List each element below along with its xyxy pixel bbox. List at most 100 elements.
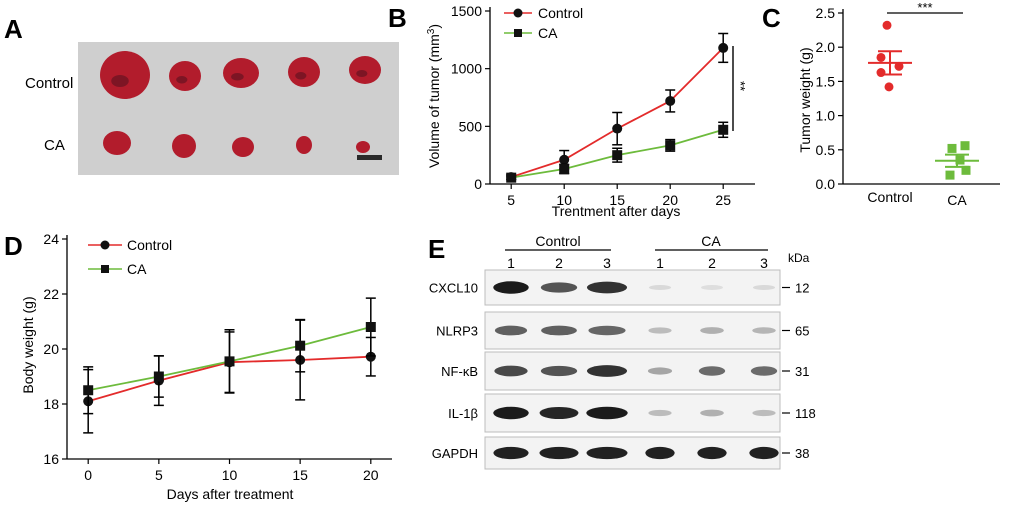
blot-strip	[484, 436, 781, 470]
chart-d: 16 18 20 22 24 0 5 10 15 20	[43, 231, 392, 483]
tumor-shading	[176, 76, 188, 84]
lane-number: 3	[603, 255, 611, 271]
blot-band	[493, 406, 529, 420]
blot-label: GAPDH	[432, 446, 478, 461]
x-tick-label: 15	[292, 467, 308, 483]
group-label-control: Control	[535, 233, 580, 249]
panel-label-c: C	[762, 3, 781, 33]
data-point-control	[665, 95, 676, 106]
lane-number: 1	[656, 255, 664, 271]
row-label-control: Control	[25, 75, 73, 92]
blot-band	[700, 327, 724, 334]
data-point-ca	[960, 141, 970, 151]
blot-band	[648, 409, 672, 417]
panel-label-b: B	[388, 3, 407, 33]
blot-band	[647, 367, 673, 375]
y-tick-label: 1.5	[816, 73, 836, 89]
data-point-control	[882, 20, 892, 30]
kda-marker: 31	[795, 364, 809, 379]
significance-label: **	[733, 81, 748, 91]
x-tick-label: 5	[155, 467, 163, 483]
blot-band	[540, 282, 578, 293]
data-point-control	[876, 68, 886, 78]
y-tick-label: 500	[459, 118, 483, 134]
x-axis-label: Trentment after days	[552, 203, 681, 219]
x-category-control: Control	[867, 189, 912, 205]
x-tick-label: 10	[222, 467, 238, 483]
blot-strip	[484, 393, 781, 433]
legend-label-control: Control	[538, 5, 583, 21]
y-tick-label: 0.0	[816, 176, 836, 192]
y-tick-label: 22	[43, 286, 59, 302]
panel-label-a: A	[4, 14, 23, 44]
data-point-control	[718, 42, 729, 53]
tumor-control	[223, 58, 259, 88]
kda-marker: 38	[795, 446, 809, 461]
blot-label: IL-1β	[448, 406, 478, 421]
data-point-ca	[153, 371, 164, 382]
blot-strips: CXCL10 12 NLRP3 65 NF-κB 31 IL-1β 118 GAPDH 38	[429, 269, 816, 470]
kda-marker: 65	[795, 324, 809, 339]
tumor-ca	[296, 136, 312, 154]
lane-number: 1	[507, 255, 515, 271]
y-tick-label: 1500	[451, 3, 482, 19]
y-tick-label: 24	[43, 231, 59, 247]
blot-band	[752, 327, 776, 334]
panel-label-d: D	[4, 231, 23, 261]
lane-number: 2	[555, 255, 563, 271]
y-tick-label: 0.5	[816, 142, 836, 158]
data-point-ca	[83, 385, 94, 396]
panel-d: D 16 18 20 22 24 0 5 10 15 20 Body weight (g) Da…	[4, 231, 392, 502]
significance-label: ***	[917, 0, 932, 15]
tumor-ca	[356, 141, 370, 153]
x-tick-label: 20	[662, 192, 678, 208]
blot-label: NLRP3	[436, 324, 478, 339]
legend-marker-control	[513, 8, 523, 18]
blot-band	[493, 446, 529, 460]
legend-label-ca: CA	[538, 25, 558, 41]
blot-strip	[484, 269, 781, 306]
tumor-ca	[103, 131, 131, 155]
data-point-ca	[224, 356, 235, 367]
blot-band	[494, 325, 528, 336]
data-point-control	[559, 154, 570, 165]
blot-band	[586, 281, 628, 294]
data-point-ca	[665, 140, 676, 151]
tumor-shading	[111, 75, 129, 87]
data-point-control	[876, 52, 886, 62]
blot-band	[648, 327, 672, 334]
tumor-row-group	[100, 51, 381, 158]
blot-band	[697, 446, 727, 460]
y-axis-label: Tumor weight (g)	[797, 47, 813, 152]
lane-number: 2	[708, 255, 716, 271]
panel-a: A Control CA	[4, 14, 399, 175]
y-tick-label: 18	[43, 396, 59, 412]
data-point-ca	[718, 124, 729, 135]
blot-band	[586, 406, 628, 420]
blot-band	[494, 365, 528, 377]
group-label-ca: CA	[701, 233, 721, 249]
blot-band	[749, 446, 779, 460]
panel-b: B 0 500 1000 1500 5 10 15 20 25 Volume of tumor…	[388, 3, 755, 219]
tumor-ca	[172, 134, 196, 158]
legend-label-control: Control	[127, 237, 172, 253]
blot-band	[539, 446, 579, 460]
kda-marker: 12	[795, 281, 809, 296]
data-point-control	[365, 351, 376, 362]
x-tick-label: 20	[363, 467, 379, 483]
legend-marker-ca	[514, 29, 522, 37]
x-tick-label: 10	[556, 192, 572, 208]
blot-label: NF-κB	[441, 364, 478, 379]
y-tick-label: 1.0	[816, 108, 836, 124]
y-tick-label: 2.0	[816, 39, 836, 55]
data-point-control	[612, 123, 623, 134]
data-point-control	[884, 82, 894, 92]
blot-band	[700, 409, 724, 417]
y-tick-label: 16	[43, 451, 59, 467]
x-tick-label: 0	[84, 467, 92, 483]
legend-marker-ca	[101, 265, 109, 273]
legend: Control CA	[88, 237, 172, 277]
y-tick-label: 2.5	[816, 5, 836, 21]
blot-strip	[484, 311, 781, 350]
